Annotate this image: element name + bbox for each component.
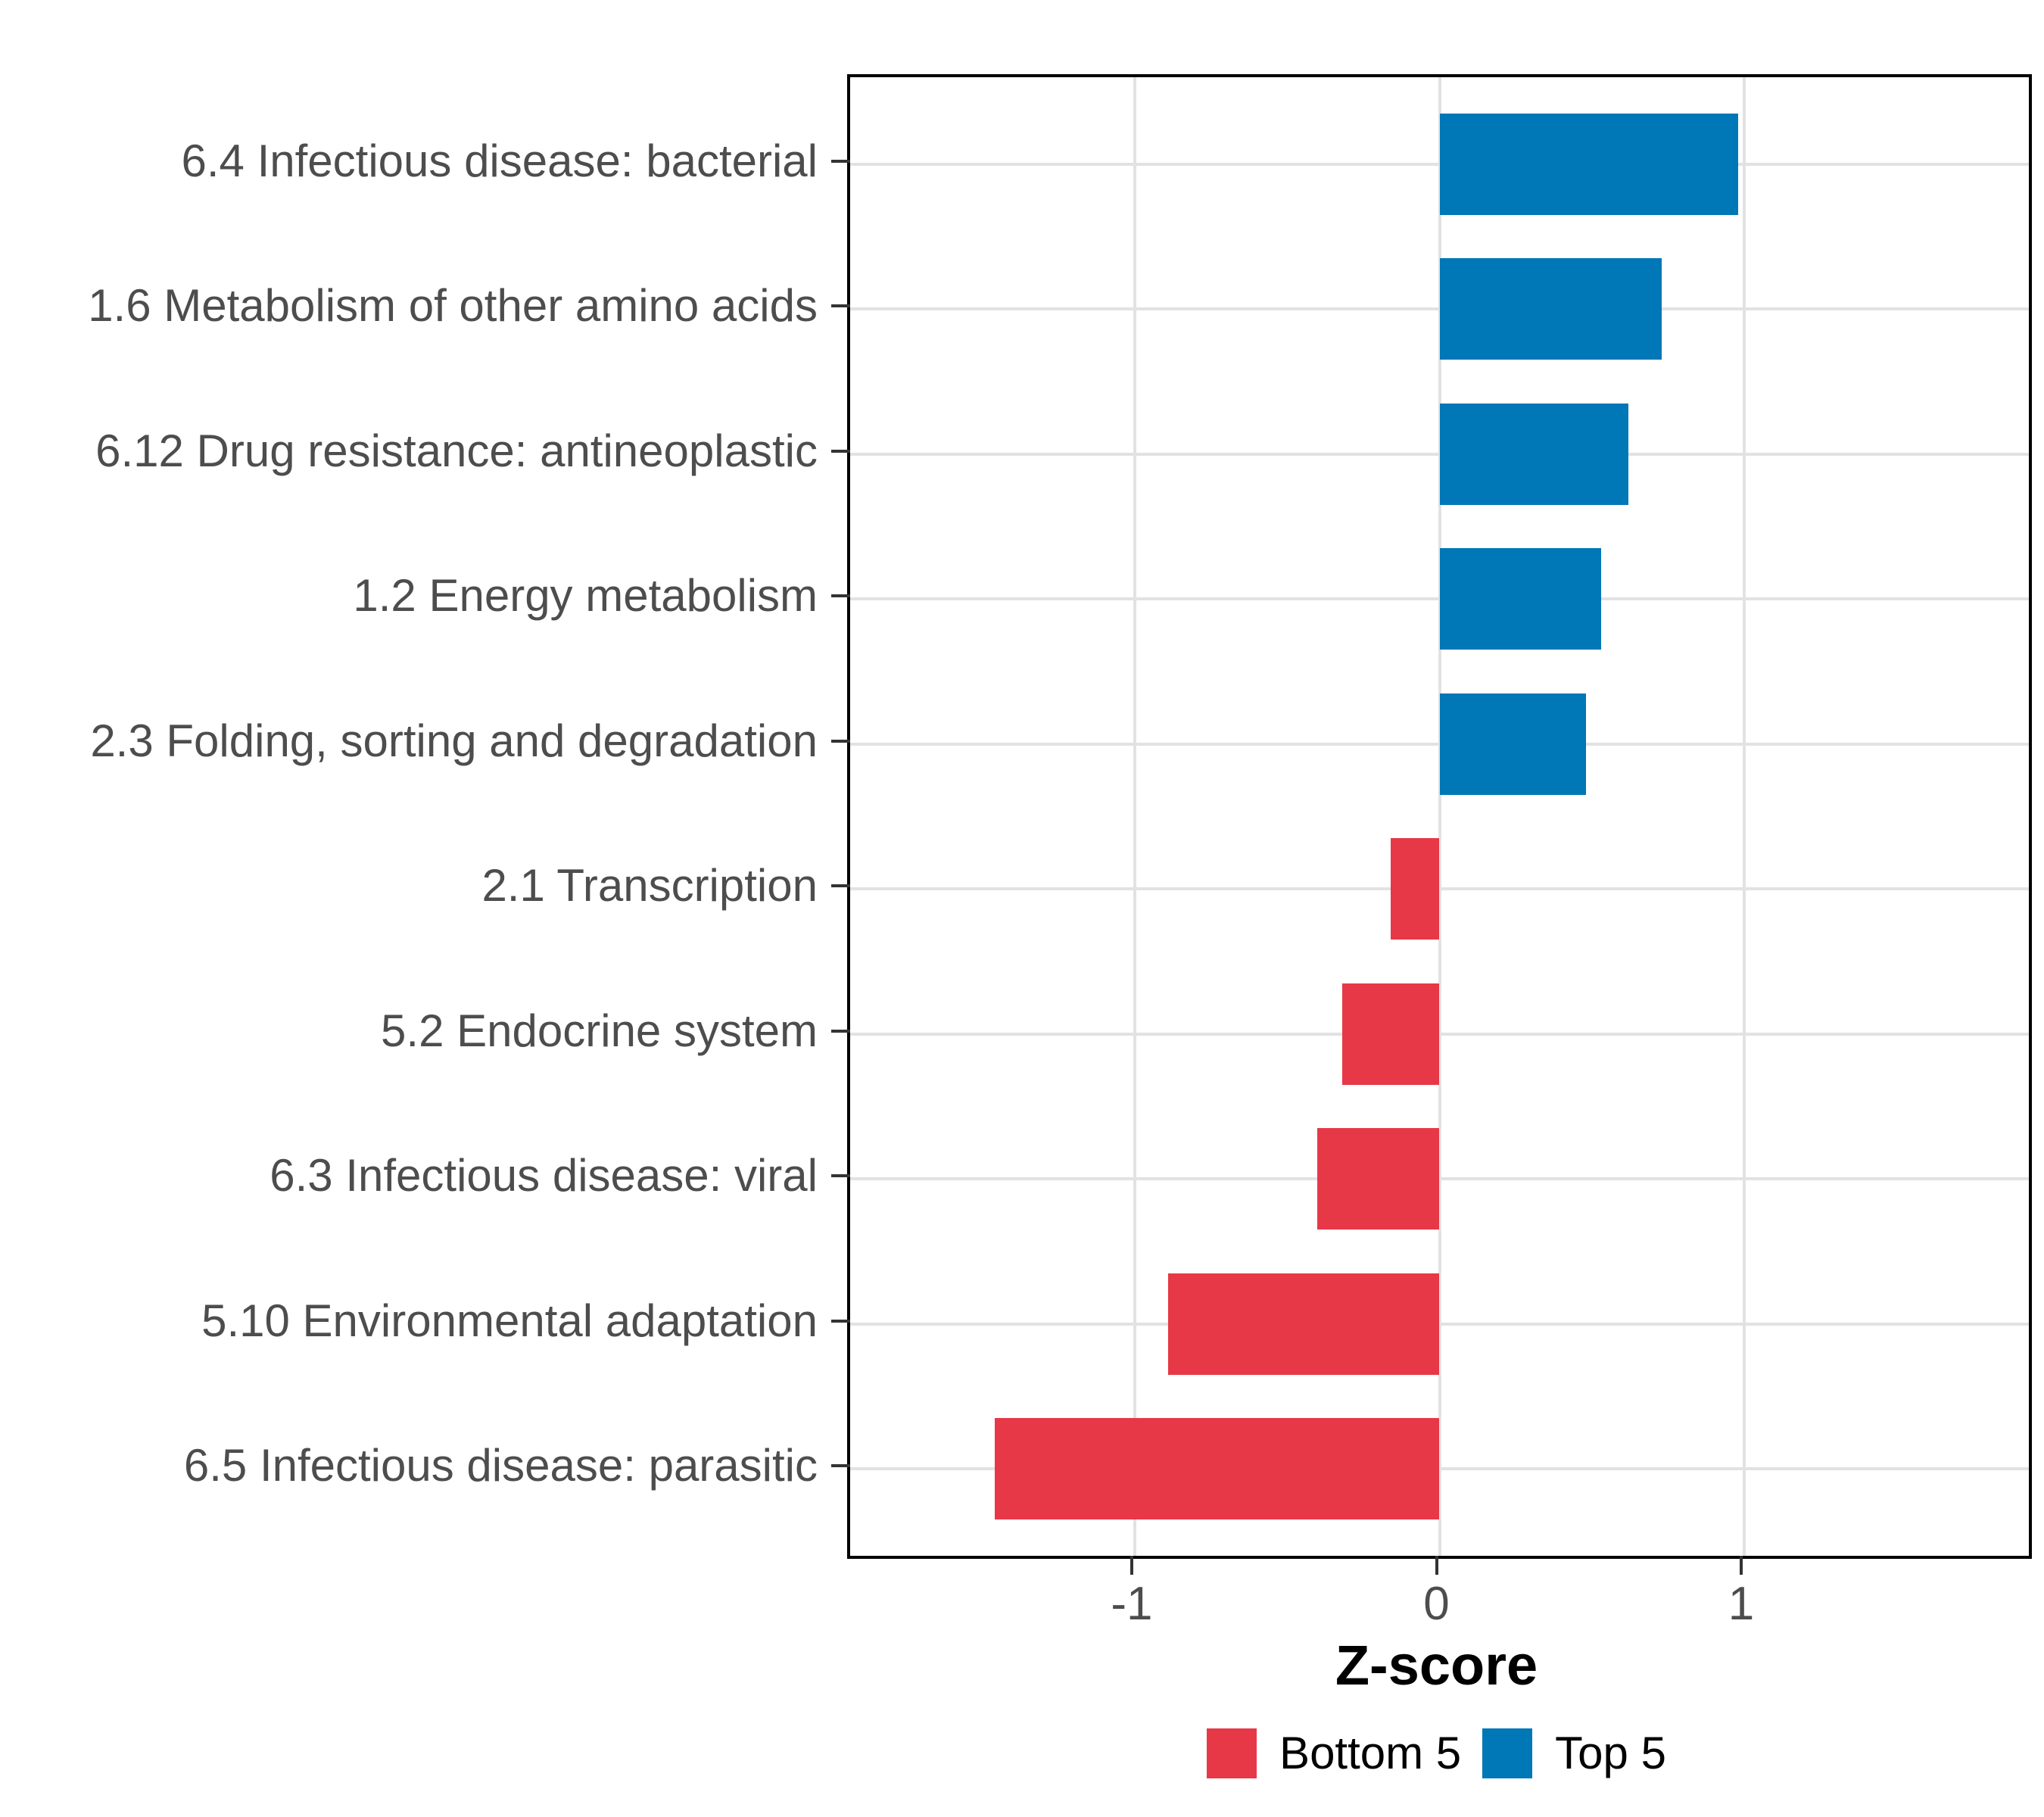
bar — [1391, 838, 1440, 940]
legend-item: Top 5 — [1482, 1728, 1666, 1778]
y-axis-tick — [831, 304, 850, 308]
legend: Bottom 5 Top 5 — [847, 1728, 2026, 1778]
legend-swatch — [1207, 1728, 1257, 1778]
bar — [1341, 983, 1440, 1085]
bar — [1439, 258, 1662, 360]
y-gridline — [850, 1467, 2029, 1471]
y-axis-label: 6.3 Infectious disease: viral — [270, 1150, 818, 1201]
y-axis-label: 6.5 Infectious disease: parasitic — [183, 1440, 818, 1491]
y-axis-tick — [831, 449, 850, 453]
x-axis-tick — [1740, 1556, 1743, 1575]
y-gridline — [850, 1177, 2029, 1181]
y-axis-tick — [831, 1464, 850, 1468]
x-tick-label: 0 — [1423, 1578, 1450, 1630]
bar — [1439, 403, 1629, 505]
x-tick-label: -1 — [1111, 1578, 1153, 1630]
bar — [1317, 1128, 1440, 1230]
legend-swatch — [1482, 1728, 1533, 1778]
legend-item: Bottom 5 — [1207, 1728, 1461, 1778]
bar — [1439, 548, 1601, 650]
y-axis-label: 2.1 Transcription — [481, 860, 818, 912]
x-axis-title: Z-score — [1335, 1634, 1538, 1697]
y-axis-tick — [831, 594, 850, 598]
x-gridline — [1438, 77, 1441, 1556]
y-axis-label: 5.10 Environmental adaptation — [201, 1295, 818, 1346]
y-gridline — [850, 1322, 2029, 1326]
legend-label: Top 5 — [1555, 1728, 1666, 1778]
y-axis-tick — [831, 739, 850, 743]
y-axis-label: 1.6 Metabolism of other amino acids — [88, 280, 818, 332]
y-axis-tick — [831, 1029, 850, 1033]
bar — [1439, 113, 1738, 215]
y-axis-label: 2.3 Folding, sorting and degradation — [90, 715, 818, 766]
y-axis-label: 6.12 Drug resistance: antineoplastic — [95, 425, 818, 476]
x-gridline — [1133, 77, 1136, 1556]
y-axis-tick — [831, 159, 850, 163]
bar — [1168, 1273, 1440, 1375]
x-axis-tick — [1129, 1556, 1133, 1575]
y-gridline — [850, 1032, 2029, 1036]
y-axis-tick — [831, 1319, 850, 1323]
x-axis-tick — [1435, 1556, 1438, 1575]
y-axis-label: 6.4 Infectious disease: bacterial — [181, 135, 818, 186]
x-gridline — [1743, 77, 1746, 1556]
y-axis-tick — [831, 884, 850, 888]
y-axis-label: 5.2 Endocrine system — [381, 1005, 818, 1056]
legend-label: Bottom 5 — [1279, 1728, 1462, 1778]
y-axis-label: 1.2 Energy metabolism — [353, 570, 818, 622]
bar — [994, 1418, 1440, 1520]
plot-panel — [847, 74, 2032, 1559]
y-gridline — [850, 887, 2029, 891]
x-tick-label: 1 — [1728, 1578, 1755, 1630]
y-axis-tick — [831, 1174, 850, 1178]
bar — [1439, 693, 1586, 795]
